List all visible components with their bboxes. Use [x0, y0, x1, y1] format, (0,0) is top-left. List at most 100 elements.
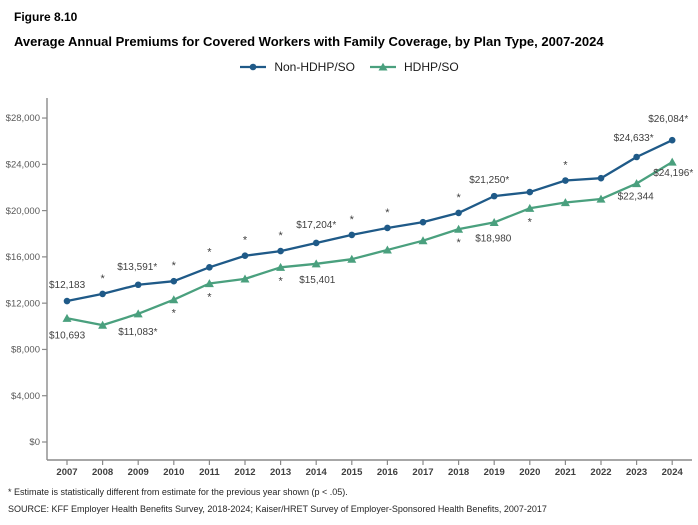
point-value-label: $21,250* — [469, 175, 509, 186]
data-point-marker — [277, 247, 284, 255]
y-tick-label: $16,000 — [6, 252, 40, 263]
data-point-marker — [382, 245, 392, 254]
data-point-marker — [632, 179, 642, 188]
data-point-marker — [633, 153, 640, 161]
x-tick-label: 2019 — [484, 467, 505, 478]
x-tick-label: 2014 — [306, 467, 328, 478]
data-point-marker — [562, 177, 569, 184]
x-tick-label: 2015 — [341, 467, 363, 478]
data-point-marker — [384, 224, 391, 232]
data-point-marker — [133, 309, 143, 318]
legend-label-hdhp: HDHP/SO — [404, 60, 459, 74]
data-point-marker — [597, 174, 605, 182]
significance-asterisk: * — [456, 237, 461, 249]
significance-asterisk: * — [278, 275, 283, 287]
data-point-marker — [63, 297, 71, 305]
x-tick-label: 2024 — [662, 467, 684, 478]
y-tick-label: $0 — [29, 437, 40, 448]
series-line-hdhp-so — [66, 161, 673, 327]
triangle-marker-icon — [370, 62, 396, 71]
point-value-label: $15,401 — [299, 275, 336, 286]
y-tick-label: $12,000 — [6, 298, 40, 309]
y-tick-label: $28,000 — [6, 113, 40, 124]
data-point-marker — [490, 192, 498, 200]
data-point-marker — [668, 136, 676, 144]
data-point-marker — [419, 218, 427, 226]
data-point-marker — [170, 277, 178, 285]
x-tick-label: 2011 — [199, 467, 220, 478]
significance-asterisk: * — [207, 246, 212, 258]
x-tick-label: 2021 — [555, 467, 577, 478]
significance-asterisk: * — [207, 291, 212, 303]
significance-asterisk: * — [100, 273, 105, 285]
series-line-non-hdhp-so — [66, 139, 673, 303]
data-point-marker — [240, 274, 250, 283]
x-tick-label: 2010 — [163, 467, 184, 478]
y-tick-label: $24,000 — [6, 160, 40, 171]
data-point-marker — [206, 263, 213, 271]
point-value-label: $18,980 — [475, 233, 512, 244]
y-tick-label: $4,000 — [11, 391, 40, 402]
data-point-marker — [560, 198, 570, 207]
legend-label-non-hdhp: Non-HDHP/SO — [274, 60, 355, 74]
significance-asterisk: * — [456, 192, 461, 204]
data-point-marker — [62, 313, 72, 322]
data-point-marker — [312, 239, 320, 247]
y-tick-label: $20,000 — [6, 206, 40, 217]
data-point-marker — [204, 279, 214, 288]
significance-footnote: * Estimate is statistically different fr… — [8, 487, 348, 497]
x-tick-label: 2009 — [128, 467, 149, 478]
legend-item-non-hdhp: Non-HDHP/SO — [239, 60, 355, 74]
data-point-marker — [169, 295, 179, 304]
point-value-label: $24,196* — [653, 168, 693, 179]
x-tick-label: 2017 — [412, 467, 433, 478]
point-value-label: $24,633* — [614, 133, 654, 144]
significance-asterisk: * — [350, 214, 355, 226]
legend-item-hdhp: HDHP/SO — [369, 60, 459, 74]
data-point-marker — [454, 224, 464, 233]
x-tick-label: 2008 — [92, 467, 113, 478]
data-point-marker — [526, 188, 534, 196]
significance-asterisk: * — [385, 207, 390, 219]
data-point-marker — [348, 231, 356, 239]
data-point-marker — [489, 218, 499, 227]
point-value-label: $13,591* — [117, 262, 157, 273]
point-value-label: $26,084* — [648, 114, 688, 125]
premium-line-chart: $0 $4,000 $8,000 $12,000 $16,000 $20,000 $24,0… — [6, 98, 693, 478]
data-point-marker — [311, 259, 321, 268]
point-value-label: $10,693 — [49, 330, 86, 341]
point-value-label: $17,204* — [296, 220, 336, 231]
source-footnote: SOURCE: KFF Employer Health Benefits Sur… — [8, 504, 547, 514]
data-point-marker — [276, 262, 286, 271]
x-tick-label: 2018 — [448, 467, 469, 478]
significance-asterisk: * — [243, 235, 248, 247]
x-tick-label: 2007 — [56, 467, 77, 478]
y-tick-label: $8,000 — [11, 345, 40, 356]
data-point-marker — [98, 320, 108, 329]
point-value-label: $12,183 — [49, 280, 86, 291]
x-tick-label: 2020 — [519, 467, 540, 478]
data-point-marker — [99, 290, 106, 298]
x-tick-label: 2013 — [270, 467, 291, 478]
data-point-marker — [134, 281, 142, 289]
significance-asterisk: * — [172, 260, 177, 272]
significance-asterisk: * — [563, 160, 568, 172]
significance-asterisk: * — [278, 230, 283, 242]
significance-asterisk: * — [528, 216, 533, 228]
point-value-label: $11,083* — [118, 327, 157, 338]
x-tick-label: 2022 — [590, 467, 611, 478]
x-tick-label: 2016 — [377, 467, 398, 478]
data-point-marker — [347, 254, 357, 263]
data-point-marker — [455, 209, 462, 217]
figure-number: Figure 8.10 — [14, 10, 78, 24]
chart-legend: Non-HDHP/SO HDHP/SO — [0, 60, 698, 74]
figure-title: Average Annual Premiums for Covered Work… — [14, 34, 604, 49]
x-tick-label: 2012 — [234, 467, 255, 478]
significance-asterisk: * — [172, 308, 177, 320]
point-value-label: $22,344 — [618, 191, 655, 202]
data-point-marker — [241, 252, 249, 260]
data-point-marker — [596, 194, 606, 203]
data-point-marker — [525, 203, 535, 212]
x-tick-label: 2023 — [626, 467, 647, 478]
